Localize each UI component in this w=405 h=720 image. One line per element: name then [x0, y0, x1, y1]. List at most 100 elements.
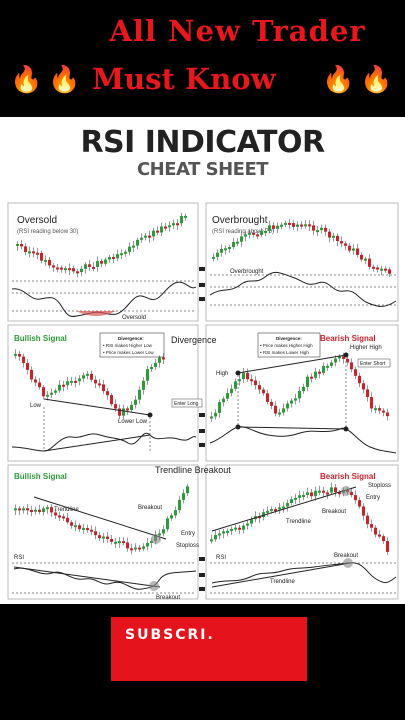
- label-lower-low: Lower Low: [118, 419, 148, 425]
- bearish-box-line-2: • RSI makes Lower High: [260, 350, 309, 355]
- candle: [108, 257, 111, 260]
- candle: [210, 416, 213, 419]
- candle: [270, 401, 273, 406]
- candle: [292, 223, 295, 227]
- candle: [146, 369, 149, 381]
- candle: [386, 541, 389, 552]
- fire-icon: 🔥: [360, 65, 393, 95]
- candle: [122, 541, 125, 544]
- candle: [78, 525, 81, 530]
- candle: [260, 230, 263, 235]
- candles-bearish-divergence: [210, 352, 389, 423]
- candle: [230, 528, 233, 531]
- candle: [150, 540, 153, 543]
- candle: [286, 403, 289, 409]
- candle: [118, 541, 121, 544]
- candle: [278, 507, 281, 510]
- label-enter-short: Enter Short: [360, 361, 386, 367]
- candle: [134, 547, 137, 550]
- candle: [112, 257, 115, 260]
- candle: [278, 412, 281, 415]
- candle: [94, 379, 97, 384]
- candle: [386, 412, 389, 417]
- candle: [360, 254, 363, 260]
- candle: [86, 373, 89, 376]
- candle: [80, 268, 83, 273]
- candle: [90, 373, 93, 380]
- candle: [36, 252, 39, 255]
- candles-bullish-divergence: [14, 349, 165, 420]
- candle: [348, 245, 351, 251]
- candle: [120, 253, 123, 256]
- candle: [66, 381, 69, 386]
- candle: [110, 538, 113, 542]
- candle: [290, 400, 293, 404]
- candle: [232, 242, 235, 248]
- subscribe-button[interactable]: SUBSCRI.: [111, 617, 307, 681]
- candle: [106, 391, 109, 396]
- candle: [174, 510, 177, 516]
- candle: [102, 536, 105, 539]
- candle: [26, 508, 29, 511]
- candle: [270, 509, 273, 512]
- candle: [300, 224, 303, 227]
- candle: [222, 398, 225, 403]
- candle: [142, 546, 145, 549]
- bullish-box-title: Divergence:: [118, 336, 144, 341]
- panel-bearish-breakout: [205, 464, 399, 600]
- candle: [74, 525, 77, 528]
- label-enter-long: Enter Long: [174, 401, 199, 407]
- candle: [366, 515, 369, 525]
- bullish-divergence-title: Bullish Signal: [14, 334, 67, 343]
- candle: [298, 495, 301, 498]
- candle: [56, 267, 59, 270]
- candle: [246, 372, 249, 380]
- fire-icon: 🔥: [322, 65, 355, 95]
- candle: [114, 404, 117, 409]
- candle: [60, 267, 63, 270]
- candle: [156, 230, 159, 233]
- candle: [382, 410, 385, 413]
- candle: [14, 353, 17, 356]
- candle: [310, 376, 313, 379]
- candle: [266, 510, 269, 513]
- label-low: Low: [30, 403, 42, 409]
- candle: [24, 246, 27, 253]
- candle: [48, 259, 51, 266]
- candle: [62, 384, 65, 387]
- candle: [338, 356, 341, 359]
- candle: [30, 510, 33, 513]
- candle: [142, 380, 145, 390]
- candle: [124, 251, 127, 254]
- candle: [276, 225, 279, 229]
- candle: [30, 369, 33, 380]
- bullish-breakout-title: Bullish Signal: [14, 472, 67, 481]
- candle: [26, 363, 29, 370]
- candle: [110, 395, 113, 405]
- candle: [248, 232, 251, 235]
- candle: [282, 408, 285, 413]
- candle: [106, 536, 109, 539]
- candle: [362, 506, 365, 516]
- candle: [220, 249, 223, 253]
- candle: [34, 379, 37, 383]
- candle: [116, 254, 119, 259]
- candle: [312, 225, 315, 231]
- candle: [82, 375, 85, 379]
- candle: [274, 509, 277, 512]
- bull-label-trendline: Trendline: [54, 507, 79, 513]
- candle: [226, 530, 229, 533]
- candle: [96, 261, 99, 268]
- fire-icon: 🔥: [10, 65, 43, 95]
- candle: [214, 535, 217, 540]
- candle: [322, 365, 325, 373]
- candle: [296, 224, 299, 227]
- candle: [132, 245, 135, 248]
- candle: [66, 517, 69, 523]
- candle: [54, 512, 57, 516]
- candle: [234, 527, 237, 530]
- bearish-divergence-title: Bearish Signal: [320, 334, 376, 343]
- candle: [358, 500, 361, 507]
- oversold-title: Oversold: [17, 215, 57, 226]
- bear-label-trendline: Trendline: [286, 519, 311, 525]
